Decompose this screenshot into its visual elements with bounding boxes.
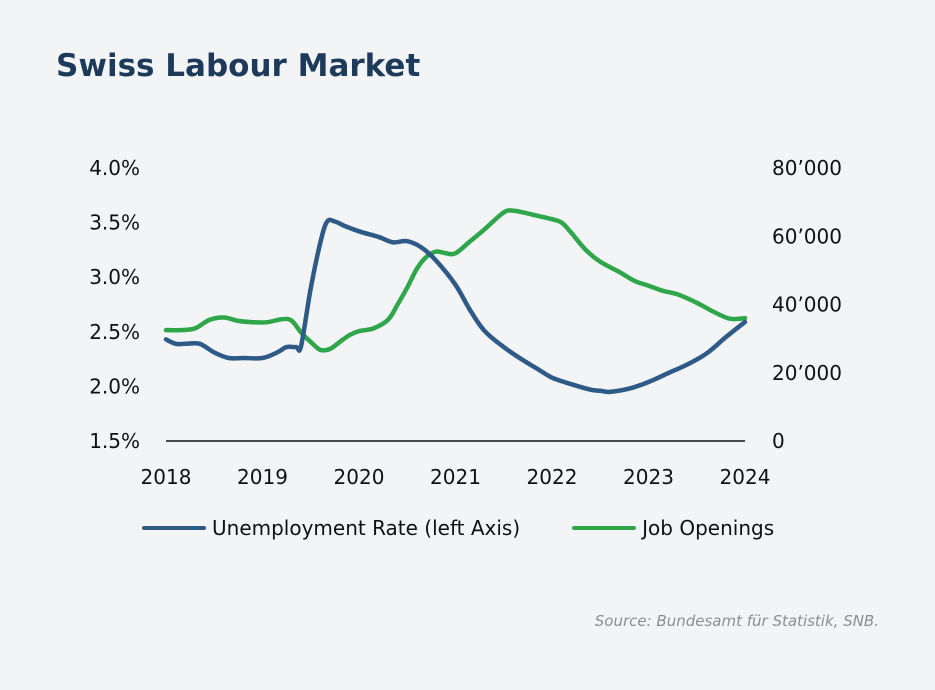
- x-axis-tick-label: 2021: [430, 465, 481, 489]
- legend-item-unemployment: Unemployment Rate (left Axis): [142, 516, 520, 540]
- left-axis-tick-label: 3.5%: [89, 211, 140, 235]
- legend: Unemployment Rate (left Axis) Job Openin…: [142, 516, 826, 540]
- left-axis-tick-label: 3.0%: [89, 265, 140, 289]
- right-axis-tick-label: 20’000: [772, 361, 842, 385]
- legend-label-job-openings: Job Openings: [642, 516, 775, 540]
- legend-swatch-job-openings: [572, 526, 637, 530]
- legend-label-unemployment: Unemployment Rate (left Axis): [212, 516, 521, 540]
- left-axis-tick-label: 2.5%: [89, 320, 140, 344]
- left-axis-tick-label: 2.0%: [89, 374, 140, 398]
- right-axis-tick-label: 0: [772, 429, 785, 453]
- series-line-unemployment-rate: [163, 217, 748, 395]
- legend-swatch-unemployment: [142, 526, 206, 530]
- series-line-job-openings: [163, 208, 748, 353]
- chart-title: Swiss Labour Market: [56, 48, 421, 84]
- legend-item-job-openings: Job Openings: [572, 516, 774, 540]
- left-axis-tick-label: 1.5%: [89, 429, 140, 453]
- right-axis-tick-label: 80’000: [772, 156, 842, 180]
- right-axis-tick-label: 40’000: [772, 293, 842, 317]
- x-axis-tick-label: 2023: [623, 465, 674, 489]
- x-axis-tick-label: 2022: [527, 465, 578, 489]
- source-note: Source: Bundesamt für Statistik, SNB.: [594, 612, 879, 630]
- right-axis-tick-label: 60’000: [772, 224, 842, 248]
- left-axis-tick-label: 4.0%: [89, 156, 140, 180]
- x-axis-tick-label: 2019: [237, 465, 288, 489]
- x-axis-tick-label: 2018: [141, 465, 192, 489]
- x-axis-tick-label: 2020: [334, 465, 385, 489]
- x-axis-tick-label: 2024: [720, 465, 771, 489]
